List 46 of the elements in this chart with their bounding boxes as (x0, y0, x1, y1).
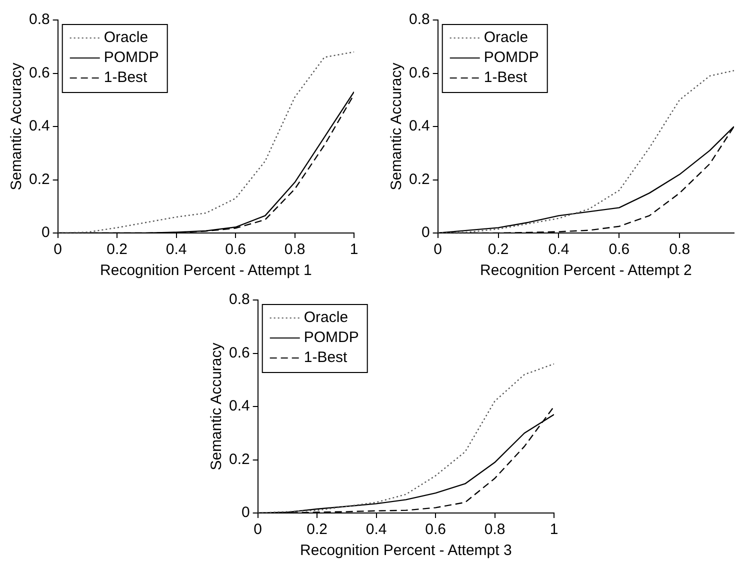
x-tick-label: 0.6 (425, 521, 446, 538)
y-tick-label: 0 (242, 504, 250, 522)
y-tick-label: 0.4 (28, 118, 50, 135)
x-tick-label: 0.4 (166, 241, 187, 258)
x-tick-label: 0.8 (484, 521, 506, 538)
legend-label: 1-Best (304, 349, 348, 366)
x-tick-label: 0 (54, 241, 62, 258)
x-tick-label: 0 (434, 241, 442, 258)
y-axis-title: Semantic Accuracy (208, 342, 226, 470)
legend-label: 1-Best (104, 69, 148, 86)
y-tick-label: 0.8 (408, 11, 430, 28)
x-tick-label: 0.8 (284, 241, 306, 258)
y-tick-label: 0.6 (28, 64, 50, 82)
x-tick-label: 0.4 (548, 241, 570, 258)
x-tick-label: 0.2 (488, 241, 509, 258)
y-tick-label: 0.8 (228, 291, 250, 308)
y-tick-label: 0.2 (228, 450, 250, 468)
y-tick-label: 0.6 (228, 344, 250, 362)
y-tick-label: 0.6 (408, 64, 430, 82)
legend-label: Oracle (304, 309, 348, 326)
x-tick-label: 0.4 (366, 521, 387, 538)
y-tick-label: 0.2 (408, 170, 430, 188)
legend-label: Oracle (104, 29, 148, 46)
y-tick-label: 0 (422, 224, 430, 242)
x-axis-title: Recognition Percent - Attempt 1 (100, 262, 312, 280)
y-tick-label: 0.8 (28, 11, 50, 28)
legend-label: POMDP (484, 49, 539, 66)
x-tick-label: 1 (350, 241, 358, 258)
y-tick-label: 0 (42, 224, 50, 242)
y-tick-label: 0.4 (408, 118, 430, 135)
y-tick-label: 0.4 (228, 398, 250, 415)
legend-label: POMDP (304, 329, 359, 346)
legend-label: Oracle (484, 29, 528, 46)
x-tick-label: 0.2 (306, 521, 328, 538)
x-axis-title: Recognition Percent - Attempt 3 (300, 542, 512, 560)
x-tick-label: 0.6 (608, 241, 630, 258)
legend-label: POMDP (104, 49, 159, 66)
x-axis-title: Recognition Percent - Attempt 2 (480, 262, 692, 280)
legend-label: 1-Best (484, 69, 528, 86)
x-tick-label: 0.8 (669, 241, 690, 258)
y-axis-title: Semantic Accuracy (388, 62, 406, 190)
x-tick-label: 0 (254, 521, 262, 538)
y-tick-label: 0.2 (28, 170, 50, 188)
y-axis-title: Semantic Accuracy (8, 62, 26, 190)
x-tick-label: 0.2 (106, 241, 128, 258)
x-tick-label: 1 (550, 521, 558, 538)
